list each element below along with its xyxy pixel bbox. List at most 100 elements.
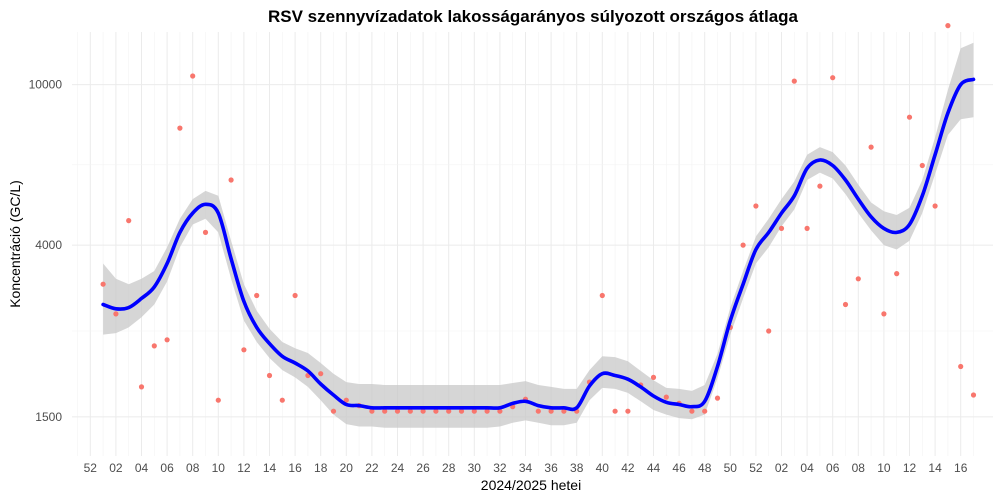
x-tick-label: 28 [442, 461, 456, 475]
data-point [318, 371, 324, 377]
x-tick-label: 02 [109, 461, 123, 475]
data-point [484, 408, 490, 414]
x-tick-label: 06 [826, 461, 840, 475]
data-point [932, 203, 938, 209]
data-point [791, 78, 797, 84]
x-tick-label: 26 [416, 461, 430, 475]
data-point [471, 408, 477, 414]
y-axis-ticks: 1500 4000 10000 [29, 78, 63, 424]
x-tick-label: 30 [468, 461, 482, 475]
data-point [190, 73, 196, 79]
data-point [842, 301, 849, 308]
data-point [228, 177, 234, 183]
data-point [446, 408, 452, 414]
x-tick-label: 34 [519, 461, 533, 475]
x-tick-label: 22 [365, 461, 379, 475]
data-point [855, 276, 861, 282]
x-tick-label: 48 [698, 461, 712, 475]
data-point [881, 311, 887, 317]
x-tick-label: 18 [314, 461, 328, 475]
data-point [382, 408, 388, 414]
data-point [945, 23, 951, 29]
data-point [919, 162, 925, 169]
data-point [740, 242, 746, 248]
data-point [599, 292, 605, 299]
data-point [202, 229, 209, 235]
data-point [164, 337, 170, 343]
y-tick-label: 4000 [35, 238, 62, 252]
x-tick-label: 02 [775, 461, 789, 475]
y-tick-label: 1500 [35, 410, 62, 424]
data-point [100, 281, 106, 287]
data-point [292, 292, 298, 299]
x-tick-label: 36 [544, 461, 558, 475]
x-tick-label: 16 [288, 461, 302, 475]
data-point [458, 408, 465, 414]
x-tick-label: 32 [493, 461, 507, 475]
data-point [113, 311, 119, 317]
data-point [561, 408, 567, 414]
data-point [663, 394, 669, 400]
data-point [830, 75, 836, 81]
x-tick-label: 12 [237, 461, 251, 475]
x-tick-label: 44 [647, 461, 661, 475]
x-tick-label: 42 [621, 461, 635, 475]
x-tick-label: 50 [724, 461, 738, 475]
data-point [804, 225, 810, 231]
x-tick-label: 16 [954, 461, 968, 475]
data-point [394, 408, 401, 414]
data-point [215, 397, 221, 403]
data-point [894, 271, 900, 277]
y-axis-title: Koncentráció (GC/L) [7, 180, 23, 308]
data-point [906, 114, 913, 120]
data-point [868, 144, 874, 150]
data-point [766, 328, 772, 334]
chart-title: RSV szennyvízadatok lakosságarányos súly… [268, 7, 799, 26]
data-point [369, 408, 375, 414]
data-point [241, 347, 247, 353]
data-point [497, 408, 503, 414]
data-point [625, 408, 631, 414]
data-point [970, 392, 977, 398]
data-point [753, 203, 759, 209]
data-point [407, 408, 413, 414]
x-tick-label: 04 [800, 461, 814, 475]
x-tick-label: 46 [672, 461, 686, 475]
data-point [817, 183, 823, 189]
data-point [689, 408, 695, 414]
trend-line [101, 77, 976, 412]
x-tick-label: 06 [160, 461, 174, 475]
data-point [433, 408, 439, 414]
data-point [702, 408, 708, 414]
data-point [958, 363, 964, 370]
data-point [612, 408, 618, 414]
data-point [266, 372, 273, 379]
x-tick-label: 24 [391, 461, 405, 475]
data-point [535, 408, 541, 414]
x-tick-label: 52 [84, 461, 98, 475]
x-tick-label: 14 [928, 461, 942, 475]
x-tick-label: 52 [749, 461, 763, 475]
data-point [714, 395, 721, 401]
data-point [420, 408, 426, 414]
data-point [279, 397, 285, 403]
x-tick-label: 10 [877, 461, 891, 475]
data-point [548, 408, 554, 414]
x-axis-ticks: 52 02 04 06 08 10 12 14 16 18 20 22 24 26 28 30 32 34 36 38… [84, 461, 968, 475]
x-tick-label: 04 [135, 461, 149, 475]
x-tick-label: 14 [263, 461, 277, 475]
data-point [151, 343, 157, 349]
x-tick-label: 12 [903, 461, 917, 475]
x-tick-label: 38 [570, 461, 584, 475]
data-point [126, 218, 132, 224]
x-tick-label: 10 [212, 461, 226, 475]
x-tick-label: 40 [596, 461, 610, 475]
x-tick-label: 08 [852, 461, 866, 475]
data-point [330, 408, 337, 414]
data-point [177, 125, 183, 131]
x-tick-label: 08 [186, 461, 200, 475]
data-point [138, 384, 145, 390]
data-point [343, 397, 349, 403]
